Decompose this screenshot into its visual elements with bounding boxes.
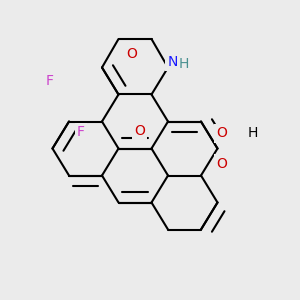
Text: O: O: [217, 127, 227, 140]
Text: N: N: [167, 55, 178, 68]
Text: O: O: [127, 47, 137, 61]
Text: O: O: [217, 157, 227, 170]
Text: F: F: [46, 74, 53, 88]
Text: H: H: [248, 127, 258, 140]
Text: F: F: [77, 125, 85, 139]
Text: O: O: [134, 124, 145, 137]
Text: H: H: [178, 58, 189, 71]
